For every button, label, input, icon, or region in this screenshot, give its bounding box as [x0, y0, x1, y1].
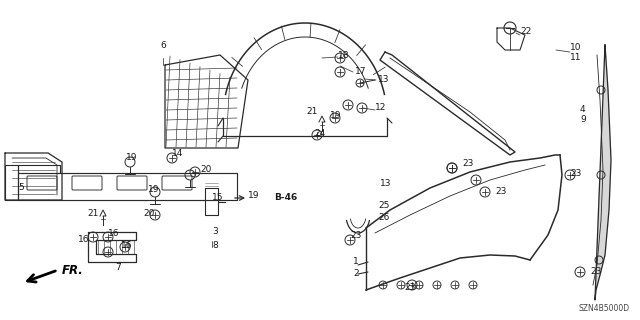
Text: 17: 17 — [355, 68, 367, 76]
Text: 9: 9 — [580, 116, 586, 124]
Text: 20: 20 — [143, 209, 154, 218]
Text: 23: 23 — [350, 231, 362, 241]
Text: 3: 3 — [212, 228, 218, 236]
Text: 19: 19 — [248, 190, 259, 199]
Text: 23: 23 — [404, 284, 416, 292]
FancyBboxPatch shape — [72, 176, 102, 190]
FancyBboxPatch shape — [162, 176, 192, 190]
Text: 16: 16 — [77, 236, 89, 244]
Text: 23: 23 — [590, 268, 602, 276]
Text: 20: 20 — [200, 165, 211, 174]
Text: 11: 11 — [570, 53, 582, 62]
Text: 22: 22 — [520, 28, 531, 36]
Text: FR.: FR. — [62, 263, 84, 276]
Text: 6: 6 — [160, 41, 166, 50]
FancyBboxPatch shape — [27, 176, 57, 190]
Text: 10: 10 — [570, 44, 582, 52]
Polygon shape — [595, 45, 611, 300]
Text: 19: 19 — [126, 154, 138, 163]
Text: 8: 8 — [212, 241, 218, 250]
Text: 25: 25 — [378, 201, 389, 210]
Text: 21: 21 — [87, 209, 99, 218]
Text: 18: 18 — [338, 51, 349, 60]
Text: 14: 14 — [172, 148, 184, 157]
Text: 13: 13 — [380, 179, 392, 188]
Text: SZN4B5000D: SZN4B5000D — [579, 304, 630, 313]
Text: 24: 24 — [314, 129, 325, 138]
Text: B-46: B-46 — [274, 194, 297, 203]
Text: 23: 23 — [462, 158, 474, 167]
Text: 19: 19 — [330, 110, 342, 119]
FancyBboxPatch shape — [117, 176, 147, 190]
Text: 16: 16 — [108, 228, 120, 237]
Text: 21: 21 — [307, 108, 318, 116]
Text: 19: 19 — [148, 186, 159, 195]
Text: 26: 26 — [378, 212, 389, 221]
Text: 15: 15 — [212, 194, 223, 203]
Text: 2: 2 — [353, 268, 358, 277]
Text: 1: 1 — [353, 258, 359, 267]
Text: 7: 7 — [115, 262, 121, 271]
Text: 5: 5 — [18, 183, 24, 193]
Text: 23: 23 — [570, 169, 581, 178]
Text: 12: 12 — [375, 103, 387, 113]
Text: 13: 13 — [378, 76, 390, 84]
Text: 4: 4 — [580, 106, 586, 115]
Text: 23: 23 — [495, 188, 506, 196]
Text: 16: 16 — [121, 242, 132, 251]
